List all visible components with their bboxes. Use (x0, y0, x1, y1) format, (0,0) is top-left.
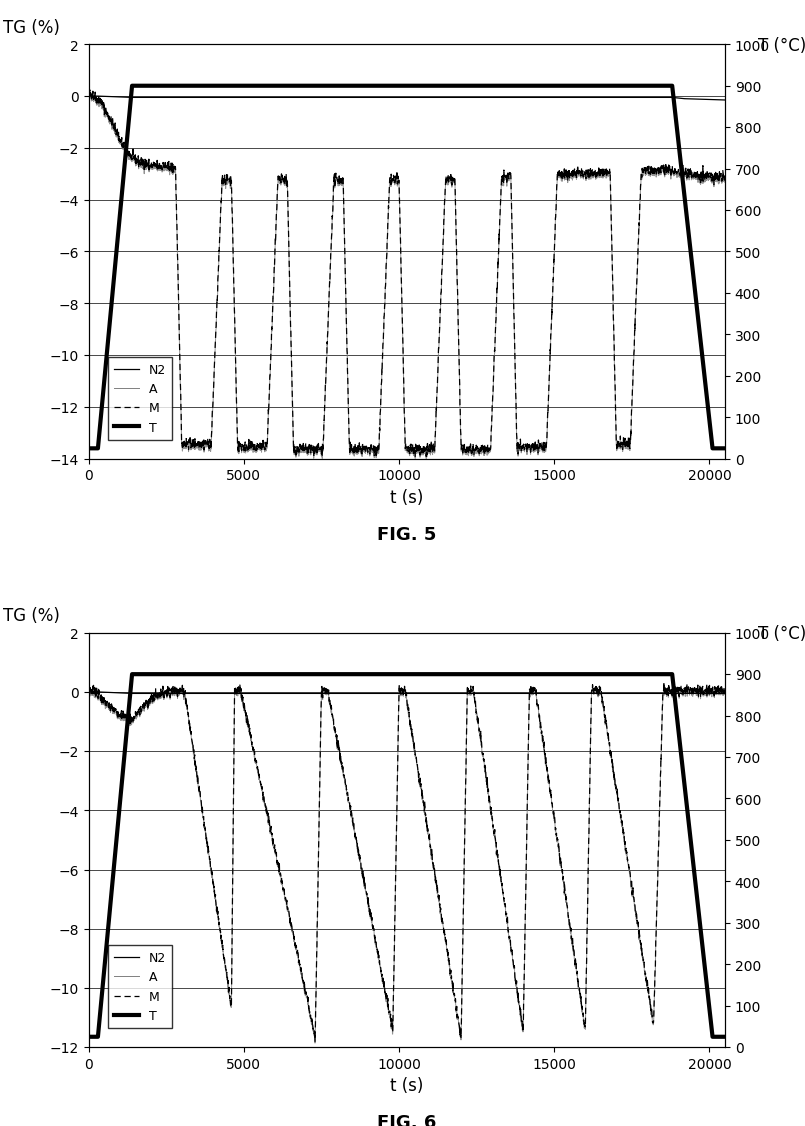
Text: FIG. 5: FIG. 5 (377, 526, 436, 544)
X-axis label: t (s): t (s) (390, 1076, 423, 1094)
Y-axis label: T (°C): T (°C) (758, 625, 805, 643)
Y-axis label: TG (%): TG (%) (3, 607, 60, 625)
Legend: N2, A, M, T: N2, A, M, T (108, 357, 172, 440)
Y-axis label: T (°C): T (°C) (758, 37, 805, 55)
Legend: N2, A, M, T: N2, A, M, T (108, 946, 172, 1028)
Text: FIG. 6: FIG. 6 (377, 1114, 436, 1126)
X-axis label: t (s): t (s) (390, 489, 423, 507)
Y-axis label: TG (%): TG (%) (3, 19, 60, 37)
